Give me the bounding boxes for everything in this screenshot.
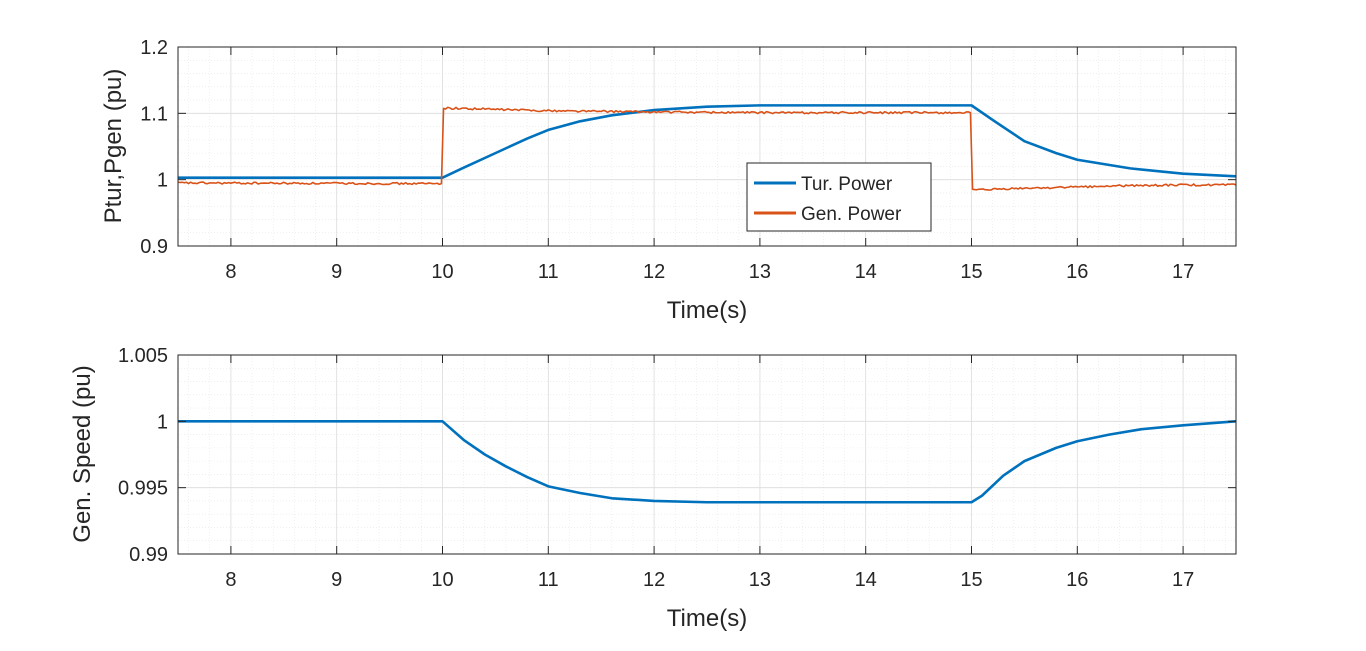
speed-y-tick-label: 1 [157, 411, 168, 433]
legend-box [746, 162, 932, 232]
power-y-tick-label: 1 [157, 170, 168, 192]
power-y-tick-label: 1.1 [140, 103, 168, 125]
speed-x-tick-label: 16 [1066, 569, 1088, 591]
power-x-tick-label: 12 [643, 261, 665, 283]
speed-x-tick-label: 15 [960, 569, 982, 591]
power-x-tick-label: 17 [1172, 261, 1194, 283]
power-plot-frame [177, 46, 1237, 247]
power-x-tick-label: 9 [331, 261, 342, 283]
speed-x-tick-label: 10 [431, 569, 453, 591]
power-series [177, 104, 1237, 191]
power-plot-background [178, 47, 1236, 246]
power-x-tick-label: 10 [431, 261, 453, 283]
speed-plot-frame [177, 354, 1237, 555]
speed-x-tick-label: 11 [538, 569, 559, 591]
speed-y-tick-label: 0.99 [129, 544, 168, 566]
speed-x-tick-label: 14 [855, 569, 877, 591]
legend-label-gen-power: Gen. Power [801, 204, 902, 225]
power-x-tick-label: 13 [749, 261, 771, 283]
speed-x-tick-label: 9 [331, 569, 342, 591]
power-y-tick-label: 1.2 [140, 37, 168, 59]
speed-x-axis-label: Time(s) [667, 605, 747, 632]
power-y-axis-label: Ptur,Pgen (pu) [100, 69, 127, 224]
speed-x-tick-label: 17 [1172, 569, 1194, 591]
speed-series [178, 420, 1237, 504]
speed-ticks: 8 9 10 11 12 13 14 15 16 17 0.99 0.995 1 1.005 [118, 345, 1236, 591]
power-x-tick-label: 14 [855, 261, 877, 283]
speed-x-tick-label: 12 [643, 569, 665, 591]
power-x-axis-label: Time(s) [667, 297, 747, 324]
power-series-line-tur-power [178, 104, 1237, 179]
speed-x-tick-label: 13 [749, 569, 771, 591]
power-y-tick-label: 0.9 [140, 236, 168, 258]
power-axes: 8 9 10 11 12 13 14 15 16 17 0.9 1 1.1 1.2 Time(s) Ptu… [100, 37, 1237, 324]
power-x-tick-label: 8 [225, 261, 236, 283]
power-series-line-gen-power [177, 106, 1237, 191]
power-x-tick-label: 15 [960, 261, 982, 283]
power-x-tick-label: 11 [538, 261, 559, 283]
power-ticks: 8 9 10 11 12 13 14 15 16 17 0.9 1 1.1 1.2 [140, 37, 1236, 283]
speed-plot-background [178, 355, 1236, 554]
speed-y-tick-label: 1.005 [118, 345, 168, 367]
legend-label-tur-power: Tur. Power [801, 174, 893, 195]
speed-axes: 8 9 10 11 12 13 14 15 16 17 0.99 0.995 1 1.005 Time(s… [69, 345, 1237, 632]
speed-series-line-speed [178, 420, 1237, 504]
speed-x-tick-label: 8 [225, 569, 236, 591]
power-x-tick-label: 16 [1066, 261, 1088, 283]
speed-y-axis-label: Gen. Speed (pu) [69, 365, 96, 542]
speed-y-tick-label: 0.995 [118, 478, 168, 500]
legend: Tur. Power Gen. Power [746, 162, 932, 232]
